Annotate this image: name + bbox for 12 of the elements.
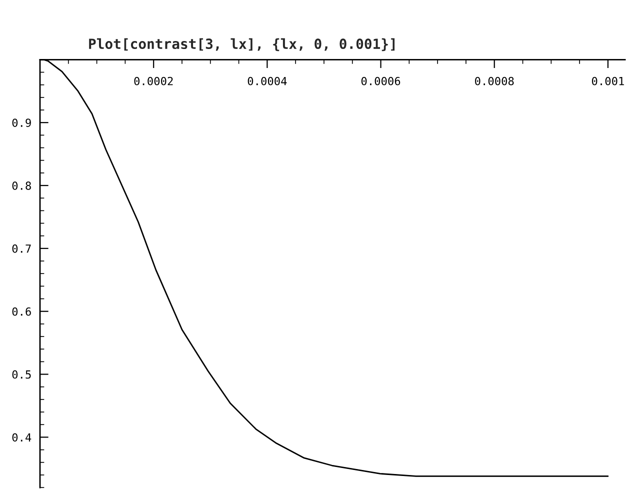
x-tick-label: 0.0008 [475, 76, 514, 86]
chart-title: Plot[contrast[3, lx], {lx, 0, 0.001}] [89, 38, 395, 52]
y-tick-label: 0.8 [12, 182, 31, 190]
x-tick-label: 0.0002 [134, 76, 173, 86]
y-tick-label: 0.4 [12, 433, 32, 442]
x-tick-label: 0.0004 [248, 76, 287, 86]
x-tick-label: 0.0006 [361, 76, 400, 86]
x-tick-label: 0.001 [592, 76, 624, 86]
y-tick-label: 0.6 [12, 307, 31, 316]
y-tick-label: 0.5 [12, 370, 31, 379]
y-tick-label: 0.9 [12, 118, 31, 127]
y-tick-label: 0.7 [12, 244, 31, 253]
